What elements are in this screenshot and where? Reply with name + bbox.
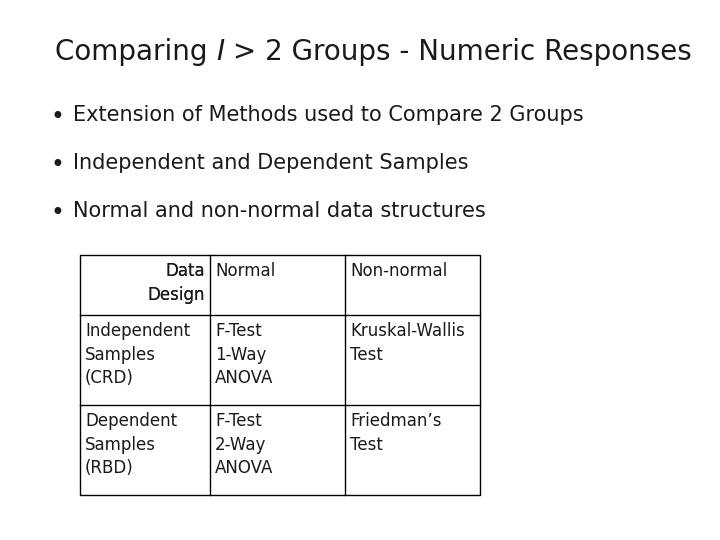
Text: I: I [217,38,225,66]
Text: F-Test
1-Way
ANOVA: F-Test 1-Way ANOVA [215,322,274,387]
Text: F-Test
2-Way
ANOVA: F-Test 2-Way ANOVA [215,412,274,477]
Text: •: • [50,201,64,225]
Bar [80,255,480,495]
Text: > 2 Groups - Numeric Responses: > 2 Groups - Numeric Responses [225,38,692,66]
Text: Comparing: Comparing [55,38,217,66]
Text: Dependent
Samples
(RBD): Dependent Samples (RBD) [85,412,177,477]
Text: Data
Design: Data Design [148,262,205,303]
Text: Extension of Methods used to Compare 2 Groups: Extension of Methods used to Compare 2 G… [73,105,584,125]
Text: •: • [50,105,64,129]
Text: Non-normal: Non-normal [350,262,447,280]
Text: Kruskal-Wallis
Test: Kruskal-Wallis Test [350,322,464,363]
Text: •: • [50,153,64,177]
Text: Normal: Normal [215,262,275,280]
Text: Friedman’s
Test: Friedman’s Test [350,412,441,454]
Text: Independent and Dependent Samples: Independent and Dependent Samples [73,153,469,173]
Text: Independent
Samples
(CRD): Independent Samples (CRD) [85,322,190,387]
Text: Data
Design: Data Design [148,262,205,303]
Text: Normal and non-normal data structures: Normal and non-normal data structures [73,201,486,221]
